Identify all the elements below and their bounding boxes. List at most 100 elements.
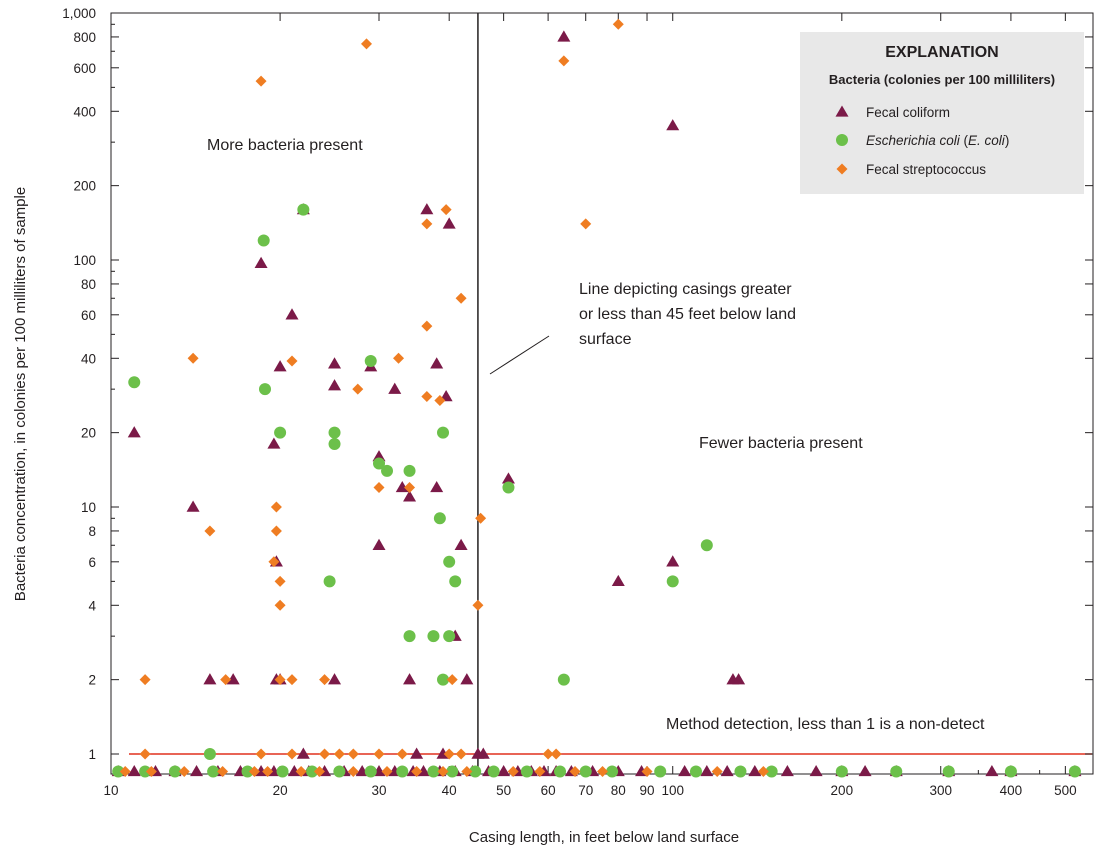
annotations-layer: More bacteria present Fewer bacteria pre… bbox=[207, 137, 985, 733]
e-coli-point-45 bbox=[734, 765, 747, 778]
x-tick-label-0: 10 bbox=[103, 783, 118, 798]
fecal-coliform-point-35 bbox=[501, 472, 515, 484]
e-coli-point-11 bbox=[381, 464, 394, 477]
fecal-streptococcus-point-11 bbox=[274, 599, 286, 611]
e-coli-point-10 bbox=[373, 457, 386, 470]
legend-title: EXPLANATION bbox=[885, 44, 998, 61]
casing-note-leader bbox=[489, 335, 550, 375]
fecal-coliform-point-15 bbox=[328, 673, 342, 685]
e-coli-point-27 bbox=[169, 765, 182, 778]
fecal-streptococcus-point-57 bbox=[534, 765, 546, 777]
x-tick-label-6: 70 bbox=[578, 783, 593, 798]
fecal-streptococcus-point-43 bbox=[119, 765, 131, 777]
e-coli-point-29 bbox=[241, 765, 254, 778]
fecal-streptococcus-point-18 bbox=[333, 748, 345, 760]
fecal-streptococcus-point-6 bbox=[255, 748, 267, 760]
fecal-streptococcus-point-33 bbox=[446, 674, 458, 686]
e-coli-point-7 bbox=[328, 426, 341, 439]
y-tick-label-9: 80 bbox=[81, 277, 96, 292]
fecal-coliform-point-46 bbox=[190, 764, 204, 777]
y-tick-label-2: 4 bbox=[88, 598, 96, 613]
legend-label-e-coli-abbrev: E. coli bbox=[968, 133, 1006, 148]
fecal-coliform-point-43 bbox=[127, 764, 141, 777]
fecal-streptococcus-point-13 bbox=[286, 355, 298, 367]
fecal-coliform-point-5 bbox=[267, 437, 281, 449]
x-tick-label-8: 90 bbox=[640, 783, 655, 798]
fecal-coliform-point-34 bbox=[476, 747, 490, 759]
e-coli-point-28 bbox=[207, 765, 220, 778]
e-coli-point-17 bbox=[437, 673, 450, 686]
fecal-coliform-point-8 bbox=[273, 360, 287, 372]
legend-label-fecal-streptococcus: Fecal streptococcus bbox=[866, 162, 986, 177]
legend-label-e-coli: Escherichia coli (E. coli) bbox=[866, 133, 1009, 148]
x-tick-label-5: 60 bbox=[541, 783, 556, 798]
fecal-streptococcus-point-28 bbox=[421, 320, 433, 332]
fecal-streptococcus-point-41 bbox=[580, 218, 592, 230]
e-coli-point-14 bbox=[427, 630, 440, 643]
fecal-streptococcus-point-14 bbox=[286, 674, 298, 686]
e-coli-point-48 bbox=[890, 765, 903, 778]
fecal-streptococcus-point-35 bbox=[455, 748, 467, 760]
fecal-streptococcus-point-48 bbox=[262, 765, 274, 777]
fecal-coliform-point-23 bbox=[410, 747, 424, 759]
fecal-coliform-point-21 bbox=[403, 490, 417, 502]
e-coli-point-15 bbox=[433, 512, 446, 525]
fecal-streptococcus-point-26 bbox=[404, 481, 416, 493]
x-tick-label-4: 50 bbox=[496, 783, 511, 798]
y-tick-label-13: 600 bbox=[73, 61, 96, 76]
e-coli-point-3 bbox=[259, 383, 272, 396]
fecal-streptococcus-point-61 bbox=[711, 765, 723, 777]
y-tick-label-14: 800 bbox=[73, 30, 96, 45]
e-coli-point-33 bbox=[364, 765, 377, 778]
fecal-coliform-point-74 bbox=[700, 764, 714, 777]
fecal-streptococcus-point-2 bbox=[187, 352, 199, 364]
legend-label-e-coli-close: ) bbox=[1005, 133, 1010, 148]
x-tick-label-1: 20 bbox=[273, 783, 288, 798]
y-tick-label-15: 1,000 bbox=[62, 6, 96, 21]
e-coli-point-26 bbox=[139, 765, 152, 778]
e-coli-point-22 bbox=[557, 673, 570, 686]
fecal-streptococcus-point-31 bbox=[440, 204, 452, 216]
y-tick-label-3: 6 bbox=[88, 555, 96, 570]
x-tick-label-10: 200 bbox=[831, 783, 854, 798]
e-coli-point-44 bbox=[689, 765, 702, 778]
fecal-coliform-point-78 bbox=[809, 764, 823, 777]
y-tick-label-11: 200 bbox=[73, 179, 96, 194]
legend-symbol-fecal-coliform bbox=[835, 105, 849, 117]
detection-note: Method detection, less than 1 is a non-d… bbox=[666, 716, 985, 733]
fecal-streptococcus-point-55 bbox=[461, 765, 473, 777]
y-tick-label-4: 8 bbox=[88, 524, 96, 539]
fecal-coliform-point-73 bbox=[678, 764, 692, 777]
fecal-streptococcus-point-36 bbox=[472, 599, 484, 611]
e-coli-point-47 bbox=[835, 765, 848, 778]
fecal-streptococcus-point-34 bbox=[455, 292, 467, 304]
fecal-coliform-point-39 bbox=[666, 555, 680, 567]
fecal-streptococcus-point-58 bbox=[569, 765, 581, 777]
casing-line-note-2: or less than 45 feet below land bbox=[579, 306, 796, 323]
fecal-coliform-point-2 bbox=[203, 673, 217, 685]
legend-label-fecal-coliform: Fecal coliform bbox=[866, 105, 950, 120]
casing-line-note-1: Line depicting casings greater bbox=[579, 281, 792, 298]
fecal-coliform-point-26 bbox=[430, 480, 444, 493]
e-coli-point-0 bbox=[128, 376, 141, 389]
fecal-streptococcus-point-59 bbox=[597, 765, 609, 777]
fecal-coliform-point-29 bbox=[442, 217, 456, 229]
e-coli-point-1 bbox=[203, 748, 216, 761]
e-coli-point-18 bbox=[443, 555, 456, 568]
x-tick-label-2: 30 bbox=[371, 783, 386, 798]
fewer-bacteria-note: Fewer bacteria present bbox=[699, 435, 863, 452]
fecal-streptococcus-point-30 bbox=[434, 394, 446, 406]
series-e-coli bbox=[112, 203, 1081, 778]
fecal-streptococcus-point-15 bbox=[286, 748, 298, 760]
fecal-streptococcus-point-4 bbox=[220, 674, 232, 686]
fecal-streptococcus-point-56 bbox=[507, 765, 519, 777]
e-coli-point-9 bbox=[364, 355, 377, 368]
fecal-coliform-point-36 bbox=[557, 30, 571, 42]
fecal-coliform-point-19 bbox=[388, 382, 402, 394]
fecal-coliform-point-80 bbox=[858, 764, 872, 777]
fecal-streptococcus-point-0 bbox=[139, 674, 151, 686]
x-tick-label-12: 400 bbox=[1000, 783, 1023, 798]
e-coli-point-23 bbox=[666, 575, 679, 588]
e-coli-point-12 bbox=[403, 464, 416, 477]
fecal-streptococcus-point-42 bbox=[612, 18, 624, 30]
